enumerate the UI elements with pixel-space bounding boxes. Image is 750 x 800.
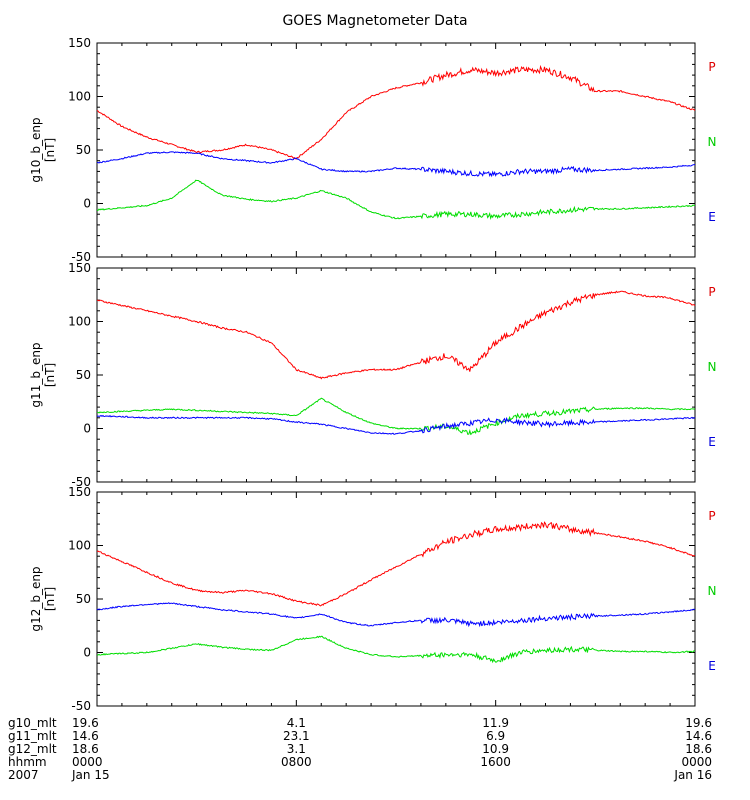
- table-cell: 6.9: [486, 729, 506, 743]
- y-axis-label: g10_b_enp: [29, 117, 43, 182]
- y-tick-label: -50: [71, 699, 91, 713]
- y-axis-unit: [nT]: [43, 587, 57, 611]
- table-cell: 4.1: [286, 716, 306, 730]
- panel-1: 150 100 50 0 -50 g10_b_enp [nT] P N E: [29, 36, 716, 264]
- y-tick-label: 100: [68, 90, 91, 104]
- y-tick-label: 50: [76, 592, 91, 606]
- table-row-label: g11_mlt: [8, 729, 57, 743]
- y-axis-unit: [nT]: [43, 138, 57, 162]
- table-row-label: g10_mlt: [8, 716, 57, 730]
- table-row-label: hhmm: [8, 755, 47, 769]
- y-tick-label: 50: [76, 368, 91, 382]
- panel-frame: [96, 267, 696, 483]
- table-cell: 11.9: [482, 716, 510, 730]
- series-P-line: [96, 521, 696, 607]
- series-P-line: [96, 64, 696, 160]
- table-cell: 23.1: [282, 729, 310, 743]
- y-tick-label: 150: [68, 485, 91, 499]
- y-tick-label: 50: [76, 143, 91, 157]
- y-axis-label: g12_b_enp: [29, 566, 43, 631]
- y-axis-label: g11_b_enp: [29, 342, 43, 407]
- table-row-label: g12_mlt: [8, 742, 57, 756]
- table-cell: 18.6: [72, 742, 99, 756]
- y-tick-label: 150: [68, 36, 91, 50]
- series-E-line: [96, 635, 695, 664]
- y-tick-label: 0: [83, 197, 91, 211]
- table-cell: 18.6: [685, 742, 712, 756]
- table-cell: 14.6: [685, 729, 712, 743]
- y-tick-label: -50: [71, 250, 91, 264]
- series-N-line: [96, 602, 696, 628]
- table-cell: 0000: [681, 755, 712, 769]
- legend-N: N: [708, 360, 717, 374]
- table-cell: 14.6: [72, 729, 99, 743]
- y-tick-label: 0: [83, 646, 91, 660]
- legend-P: P: [708, 60, 715, 74]
- legend-N: N: [708, 584, 717, 598]
- y-tick-label: 0: [83, 422, 91, 436]
- series-N-line: [96, 397, 696, 436]
- panel-3: 150 100 50 0 -50 g12_b_enp [nT] P N E: [29, 485, 716, 713]
- legend-E: E: [708, 435, 716, 449]
- series-N-line: [96, 151, 695, 178]
- time-axis-table: g10_mlt 19.6 4.1 11.9 19.6 g11_mlt 14.6 23.1 6.9…: [0, 716, 750, 796]
- table-cell: 1600: [480, 755, 511, 769]
- y-tick-label: 100: [68, 539, 91, 553]
- series-E-line: [97, 179, 695, 221]
- table-cell: 0000: [72, 755, 103, 769]
- series-E-line: [96, 414, 696, 435]
- table-cell: 19.6: [685, 716, 712, 730]
- table-cell: Jan 16: [674, 768, 712, 782]
- legend-N: N: [708, 135, 717, 149]
- table-cell: 0800: [281, 755, 312, 769]
- table-cell: 19.6: [72, 716, 99, 730]
- table-row-label: 2007: [8, 768, 39, 782]
- legend-P: P: [708, 285, 715, 299]
- series-P-line: [97, 290, 696, 380]
- table-cell: 10.9: [482, 742, 510, 756]
- legend-E: E: [708, 659, 716, 673]
- table-cell: Jan 15: [72, 768, 110, 782]
- y-tick-label: 150: [68, 261, 91, 275]
- legend-E: E: [708, 210, 716, 224]
- legend-P: P: [708, 509, 715, 523]
- y-tick-label: -50: [71, 475, 91, 489]
- y-axis-unit: [nT]: [43, 363, 57, 387]
- panel-2: 150 100 50 0 -50 g11_b_enp [nT] P N E: [29, 261, 716, 489]
- table-cell: 3.1: [286, 742, 306, 756]
- chart-title: GOES Magnetometer Data: [282, 13, 468, 29]
- y-tick-label: 100: [68, 315, 91, 329]
- panel-frame: [96, 491, 696, 707]
